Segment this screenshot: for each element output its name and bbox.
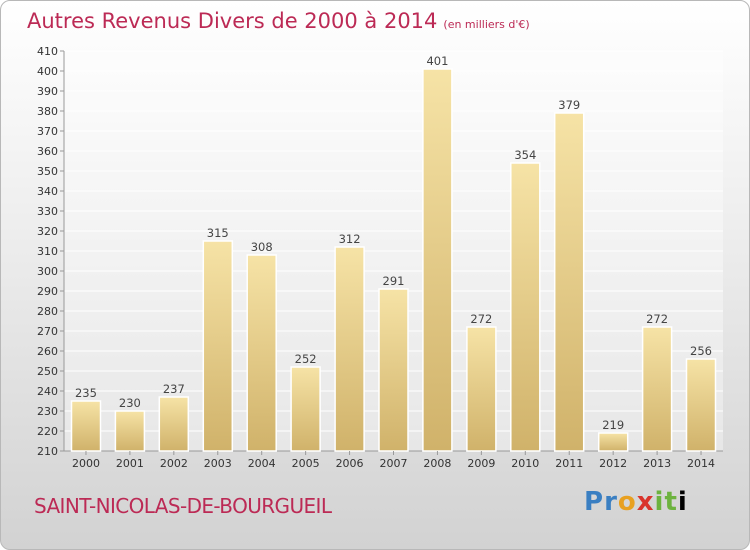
- y-tick-label: 300: [37, 265, 58, 278]
- value-label-2008: 401: [426, 54, 448, 68]
- y-tick-label: 360: [37, 145, 58, 158]
- y-tick-label: 280: [37, 305, 58, 318]
- bar-2002: [158, 396, 190, 452]
- y-tick-label: 270: [37, 325, 58, 338]
- bar-2004: [246, 254, 277, 452]
- value-label-2013: 272: [646, 312, 668, 326]
- y-tick-label: 340: [37, 185, 58, 198]
- y-tick-label: 230: [37, 405, 58, 418]
- y-tick-label: 330: [37, 205, 58, 218]
- x-tick-label-2002: 2002: [160, 457, 188, 470]
- x-tick-label-2013: 2013: [643, 457, 671, 470]
- value-label-2011: 379: [558, 98, 580, 112]
- bar-2008: [422, 68, 453, 452]
- bar-2003: [202, 240, 234, 452]
- x-tick-label-2006: 2006: [336, 457, 364, 470]
- chart-title: Autres Revenus Divers de 2000 à 2014 (en …: [27, 9, 530, 33]
- y-tick-label: 240: [37, 385, 58, 398]
- value-label-2014: 256: [690, 344, 712, 358]
- value-label-2001: 230: [119, 396, 141, 410]
- value-label-2004: 308: [251, 240, 273, 254]
- value-label-2000: 235: [75, 386, 97, 400]
- x-tick-label-2004: 2004: [248, 457, 276, 470]
- y-tick-label: 310: [37, 245, 58, 258]
- value-label-2005: 252: [295, 352, 317, 366]
- x-tick-label-2012: 2012: [599, 457, 627, 470]
- x-tick-label-2001: 2001: [116, 457, 144, 470]
- value-label-2012: 219: [602, 418, 624, 432]
- bar-2014: [685, 358, 717, 452]
- y-tick-label: 350: [37, 165, 58, 178]
- x-tick-label-2009: 2009: [467, 457, 495, 470]
- x-tick-label-2014: 2014: [687, 457, 715, 470]
- chart-unit: (en milliers d'€): [443, 18, 530, 31]
- bar-2009: [466, 326, 497, 452]
- value-label-2006: 312: [339, 232, 361, 246]
- bar-2005: [290, 366, 321, 452]
- y-tick-label: 410: [37, 45, 58, 58]
- x-tick-label-2007: 2007: [380, 457, 408, 470]
- y-tick-label: 390: [37, 85, 58, 98]
- x-tick-label-2003: 2003: [204, 457, 232, 470]
- x-tick-label-2011: 2011: [555, 457, 583, 470]
- value-label-2009: 272: [470, 312, 492, 326]
- proxiti-logo: Proxiti: [584, 487, 688, 517]
- y-tick-label: 380: [37, 105, 58, 118]
- value-label-2007: 291: [383, 274, 405, 288]
- bar-2013: [641, 326, 673, 452]
- x-tick-label-2000: 2000: [72, 457, 100, 470]
- y-tick-label: 290: [37, 285, 58, 298]
- y-tick-label: 250: [37, 365, 58, 378]
- bar-2010: [510, 162, 541, 452]
- bar-2001: [114, 410, 146, 452]
- x-tick-label-2008: 2008: [423, 457, 451, 470]
- y-tick-label: 370: [37, 125, 58, 138]
- chart-title-text: Autres Revenus Divers de 2000 à 2014: [27, 9, 438, 33]
- y-tick-label: 260: [37, 345, 58, 358]
- bar-2006: [334, 246, 365, 452]
- city-name: SAINT-NICOLAS-DE-BOURGUEIL: [34, 494, 332, 518]
- x-tick-label-2010: 2010: [511, 457, 539, 470]
- y-tick-label: 400: [37, 65, 58, 78]
- y-tick-label: 320: [37, 225, 58, 238]
- value-label-2010: 354: [514, 148, 536, 162]
- y-tick-label: 220: [37, 425, 58, 438]
- bar-2011: [553, 112, 585, 452]
- y-tick-label: 210: [37, 445, 58, 458]
- value-label-2003: 315: [207, 226, 229, 240]
- bar-2012: [597, 432, 629, 452]
- bar-2007: [378, 288, 409, 452]
- value-label-2002: 237: [163, 382, 185, 396]
- bar-2000: [70, 400, 102, 452]
- x-tick-label-2005: 2005: [292, 457, 320, 470]
